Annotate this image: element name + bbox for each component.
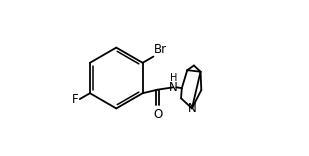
Text: N: N [188,102,196,115]
Text: O: O [153,108,163,121]
Text: H: H [170,73,177,83]
Text: F: F [72,93,79,106]
Text: N: N [169,81,178,94]
Text: Br: Br [154,43,167,56]
